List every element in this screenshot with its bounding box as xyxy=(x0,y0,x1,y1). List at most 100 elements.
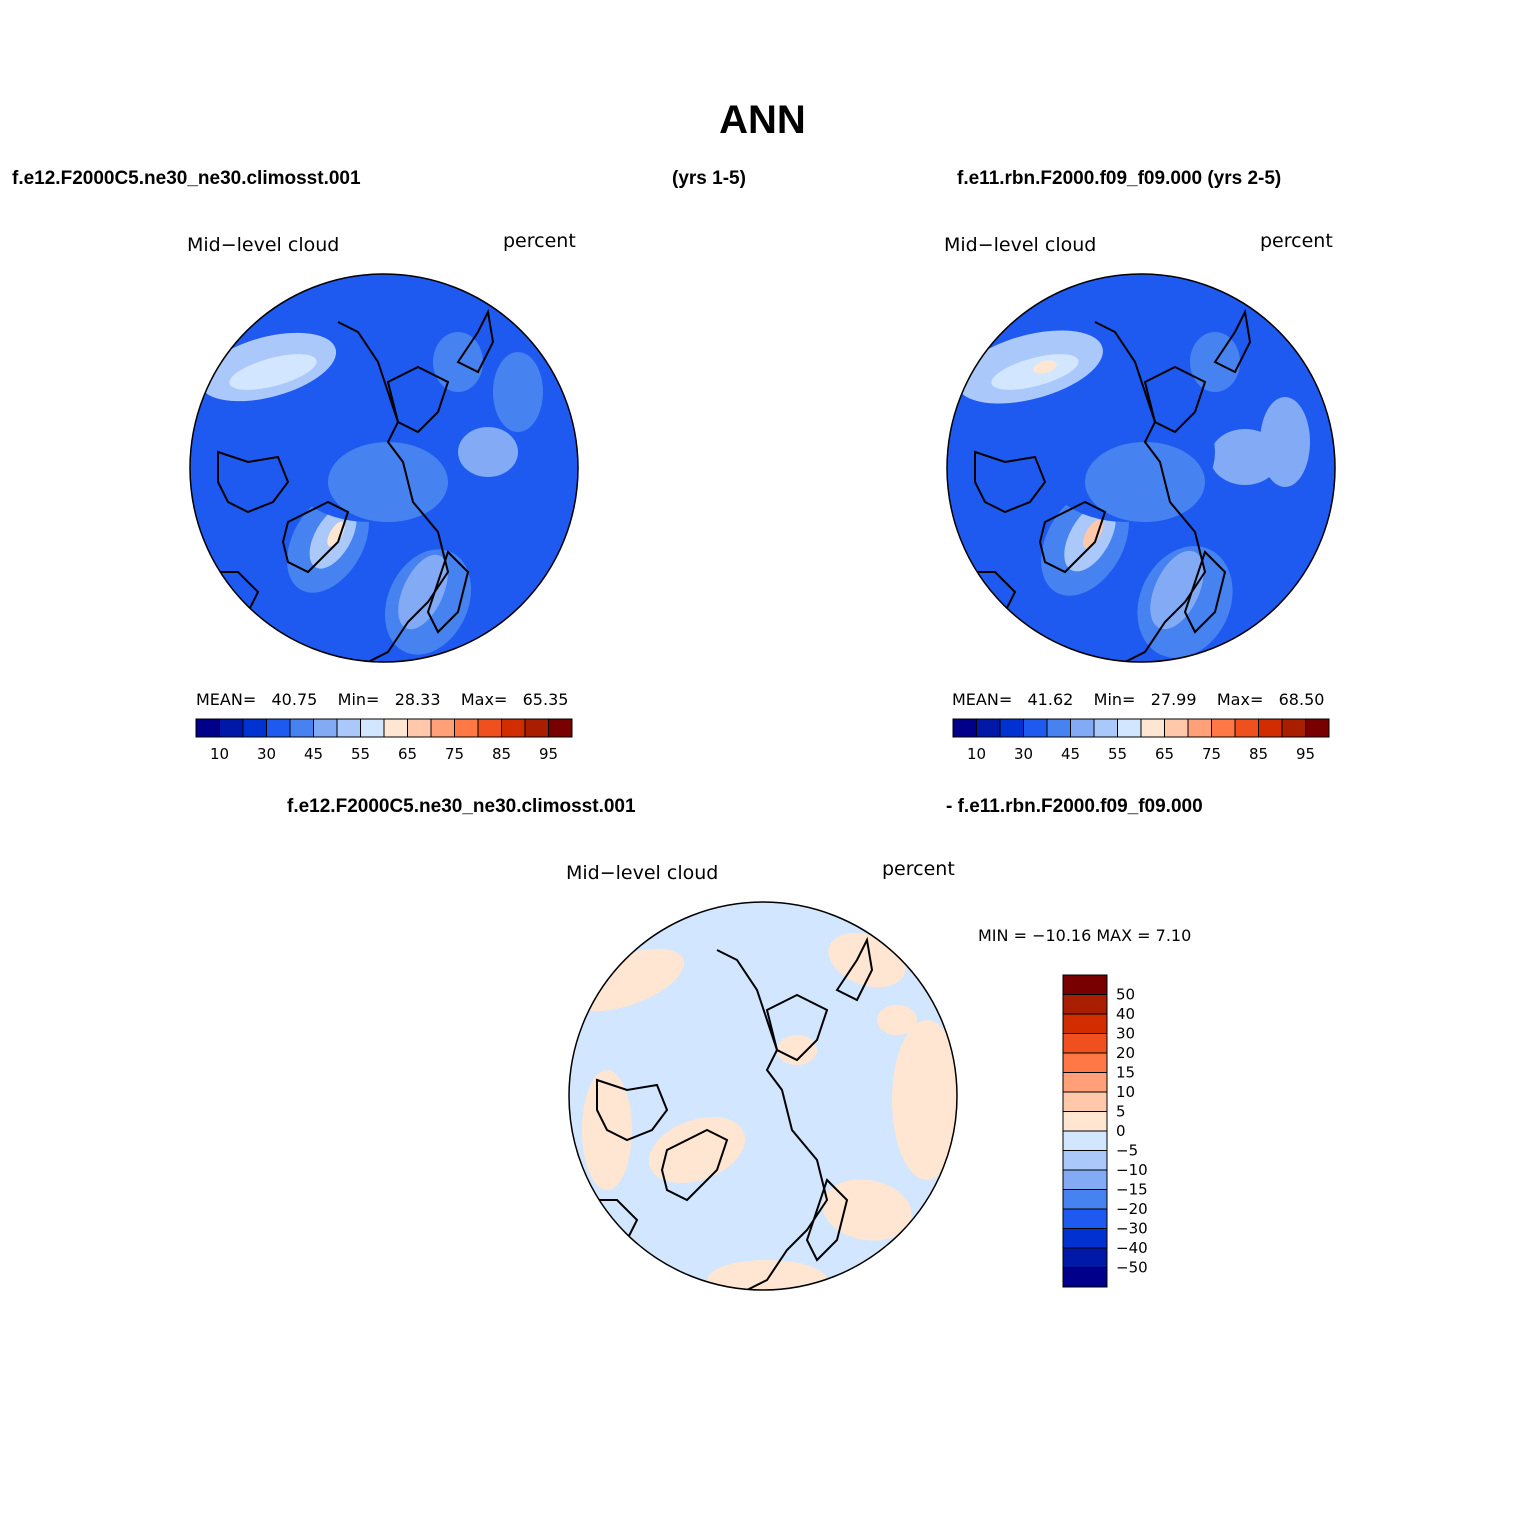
colorbar-swatch xyxy=(360,718,385,738)
cloud-region xyxy=(1033,360,1057,374)
panel3-stats: MIN = −10.16 MAX = 7.10 xyxy=(978,926,1192,945)
header-diff-case2: - f.e11.rbn.F2000.f09_f09.000 xyxy=(946,796,1203,817)
map-field xyxy=(569,902,957,1290)
cloud-region xyxy=(1260,397,1310,487)
colorbar-swatch xyxy=(501,718,526,738)
colorbar-swatch xyxy=(1062,1189,1108,1210)
map-border xyxy=(568,901,958,1291)
colorbar-swatch xyxy=(999,718,1024,738)
polar-map-case1 xyxy=(189,273,579,663)
colorbar-swatch xyxy=(1258,718,1283,738)
coastline xyxy=(660,1128,729,1202)
colorbar-swatch xyxy=(430,718,455,738)
colorbar-label: 55 xyxy=(1108,745,1127,763)
map-border xyxy=(189,273,579,663)
max-label: Max= xyxy=(1216,690,1264,709)
coastline xyxy=(805,1178,849,1262)
colorbar-case2: 10 30 45 55 65 75 85 95 xyxy=(952,718,1330,763)
colorbar-swatch xyxy=(1062,1111,1108,1132)
coastline xyxy=(281,500,350,574)
min-label: Min= xyxy=(337,690,380,709)
panel1-variable: Mid−level cloud xyxy=(187,234,340,256)
cloud-region xyxy=(1150,550,1204,630)
colorbar-swatch xyxy=(1062,974,1108,995)
colorbar-swatch xyxy=(454,718,479,738)
cloud-region xyxy=(648,1117,746,1183)
cloud-region xyxy=(1082,519,1104,549)
colorbar-swatch xyxy=(266,718,291,738)
colorbar-swatch xyxy=(1070,718,1095,738)
colorbar-swatch xyxy=(1062,1033,1108,1054)
panel3-units: percent xyxy=(882,858,955,880)
cloud-region xyxy=(398,554,448,630)
coastline xyxy=(1143,365,1207,434)
cloud-region xyxy=(493,352,543,432)
colorbar-swatch xyxy=(1117,718,1142,738)
cloud-region xyxy=(822,1179,912,1241)
cloud-region xyxy=(327,521,345,547)
colorbar-swatch xyxy=(407,718,432,738)
colorbar-swatch xyxy=(1023,718,1048,738)
cloud-region xyxy=(328,442,448,522)
coastline xyxy=(596,1078,669,1142)
colorbar-swatch xyxy=(383,718,408,738)
colorbar-label: 50 xyxy=(1116,986,1135,1004)
min-value: 27.99 xyxy=(1150,690,1197,709)
panel2-variable: Mid−level cloud xyxy=(944,234,1097,256)
header-years: (yrs 1-5) xyxy=(672,168,746,189)
colorbar-swatch xyxy=(976,718,1001,738)
colorbar-swatch xyxy=(1062,1052,1108,1073)
colorbar-label: 5 xyxy=(1116,1103,1126,1121)
colorbar-swatch xyxy=(1140,718,1165,738)
colorbar-swatch xyxy=(1093,718,1118,738)
colorbar-label: 40 xyxy=(1116,1005,1135,1023)
colorbar-swatch xyxy=(242,718,267,738)
polar-map-case2 xyxy=(946,273,1336,663)
colorbar-swatch xyxy=(1062,1247,1108,1268)
map-field xyxy=(947,274,1335,662)
colorbar-swatch xyxy=(1234,718,1259,738)
colorbar-swatch xyxy=(1211,718,1236,738)
header-diff-case1: f.e12.F2000C5.ne30_ne30.climosst.001 xyxy=(287,796,636,817)
colorbar-label: 75 xyxy=(445,745,464,763)
colorbar-swatch xyxy=(195,718,220,738)
colorbar-swatch xyxy=(1046,718,1071,738)
colorbar-label: 95 xyxy=(539,745,558,763)
mean-value: 40.75 xyxy=(271,690,318,709)
colorbar-label: 10 xyxy=(1116,1083,1135,1101)
colorbar-label: 15 xyxy=(1116,1064,1135,1082)
colorbar-swatch xyxy=(1062,1091,1108,1112)
colorbar-swatch xyxy=(1062,1208,1108,1229)
colorbar-label: −10 xyxy=(1116,1161,1148,1179)
colorbar-swatch xyxy=(548,718,573,738)
cloud-region xyxy=(458,427,518,477)
colorbar-label: 10 xyxy=(967,745,986,763)
colorbar-label: 0 xyxy=(1116,1122,1126,1140)
colorbar-swatch xyxy=(1187,718,1212,738)
colorbar-swatch xyxy=(1062,1013,1108,1034)
panel1-units: percent xyxy=(503,230,576,252)
cloud-region xyxy=(892,1020,957,1180)
colorbar-label: 95 xyxy=(1296,745,1315,763)
main-title: ANN xyxy=(719,98,806,142)
coastline xyxy=(337,321,450,662)
panel2-stats: MEAN= 41.62 Min= 27.99 Max= 68.50 xyxy=(952,690,1324,709)
colorbar-label: 45 xyxy=(1061,745,1080,763)
min-label: Min= xyxy=(1093,690,1136,709)
coastline xyxy=(716,949,829,1290)
polar-map-difference xyxy=(568,901,958,1291)
colorbar-swatch xyxy=(1062,1169,1108,1190)
cloud-region xyxy=(229,354,317,390)
colorbar-swatch xyxy=(1062,1150,1108,1171)
coastline xyxy=(1038,500,1107,574)
colorbar-case1: 10 30 45 55 65 75 85 95 xyxy=(195,718,573,763)
coastline xyxy=(1094,321,1207,662)
coastline xyxy=(456,308,495,374)
colorbar-swatch xyxy=(524,718,549,738)
colorbar-label: 30 xyxy=(257,745,276,763)
colorbar-swatch xyxy=(313,718,338,738)
colorbar-swatch xyxy=(1062,1228,1108,1249)
coastline xyxy=(1213,308,1252,374)
cloud-region xyxy=(569,948,685,1012)
